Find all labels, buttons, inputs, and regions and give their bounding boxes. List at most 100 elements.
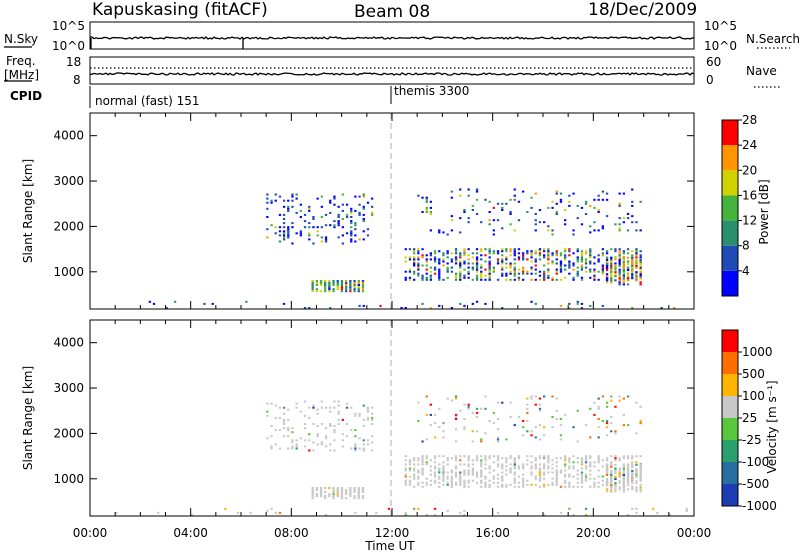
velocity-cell	[559, 434, 563, 437]
velocity-cell	[421, 455, 424, 458]
velocity-cell	[622, 484, 626, 487]
velocity-cell	[282, 420, 286, 423]
power-cell	[278, 230, 282, 233]
velocity-cell	[572, 475, 575, 478]
velocity-cell	[610, 395, 613, 398]
velocity-cell	[622, 463, 626, 466]
power-cell	[576, 256, 579, 259]
velocity-cell	[362, 425, 365, 427]
power-cell	[413, 264, 416, 267]
power-cell	[626, 248, 630, 251]
power-cell	[332, 290, 335, 293]
velocity-cell	[610, 480, 613, 483]
power-cell	[605, 267, 609, 269]
velocity-cell	[371, 406, 374, 409]
velocity-cell	[626, 481, 630, 484]
nsky-panel: N.Sky 10^5 10^0 10^5 10^0 N.Search	[4, 19, 800, 53]
power-cell	[496, 278, 500, 281]
velocity-cell	[526, 397, 529, 400]
power-ytick-label: 4000	[53, 129, 84, 143]
velocity-cell	[618, 482, 621, 485]
velocity-cell	[534, 463, 537, 466]
power-cell	[425, 198, 428, 201]
velocity-cell	[631, 488, 634, 491]
x-axis-label: Time UT	[364, 539, 415, 553]
power-cell	[593, 229, 596, 232]
power-cell	[337, 216, 340, 218]
power-cell	[496, 262, 500, 265]
power-cell	[366, 234, 370, 237]
power-cell	[488, 276, 491, 279]
velocity-cell	[492, 455, 496, 458]
velocity-cell	[266, 414, 269, 417]
velocity-cell	[576, 409, 579, 412]
velocity-cell	[354, 412, 357, 415]
power-frame	[89, 112, 695, 310]
velocity-cell	[605, 474, 609, 476]
velocity-cell	[329, 449, 332, 452]
velocity-cell	[450, 471, 454, 474]
power-cell	[371, 205, 374, 208]
power-cell	[547, 262, 550, 265]
power-cell	[308, 232, 311, 235]
velocity-cell	[584, 477, 588, 480]
power-cell	[639, 277, 642, 280]
power-cell	[463, 209, 466, 211]
velocity-cell	[639, 472, 642, 474]
velocity-cell	[438, 471, 441, 474]
power-cell	[631, 265, 634, 267]
freq-tick-low: 8	[73, 73, 81, 87]
power-cell	[589, 276, 592, 279]
power-cell	[429, 211, 433, 213]
power-cell	[421, 274, 424, 277]
velocity-cell	[324, 514, 328, 516]
velocity-frame	[89, 319, 695, 517]
power-cell	[610, 260, 613, 263]
velocity-cell	[610, 472, 613, 474]
power-cell	[513, 194, 516, 197]
power-cell	[349, 284, 352, 286]
power-cell	[534, 229, 537, 232]
power-cell	[438, 250, 441, 253]
velocity-cell	[526, 463, 529, 466]
velocity-cell	[559, 471, 563, 474]
velocity-cell	[564, 481, 567, 484]
power-cell	[429, 254, 433, 257]
velocity-cell	[538, 477, 542, 480]
velocity-cell	[413, 463, 416, 466]
velocity-cell	[433, 465, 437, 468]
velocity-cell	[463, 428, 466, 431]
velocity-cell	[605, 472, 609, 474]
velocity-cell	[543, 465, 546, 468]
power-cell	[564, 254, 567, 257]
velocity-cell	[438, 463, 441, 466]
velocity-cell	[597, 475, 600, 478]
power-cell	[601, 264, 605, 267]
power-cell	[484, 260, 487, 263]
power-cell	[333, 226, 336, 229]
velocity-cell	[509, 457, 512, 460]
power-cell	[350, 216, 353, 218]
velocity-cell	[597, 407, 600, 410]
velocity-cell	[534, 395, 537, 398]
velocity-cell	[605, 469, 609, 472]
power-cell	[635, 265, 638, 267]
velocity-cell	[522, 483, 525, 486]
power-cell	[459, 264, 462, 267]
velocity-cell	[526, 420, 529, 422]
power-cell	[278, 240, 282, 243]
power-cell	[622, 217, 626, 220]
power-cell	[572, 264, 575, 267]
power-cell	[635, 256, 638, 259]
power-colorbar-tick-label: 8	[742, 239, 750, 253]
power-cell	[517, 219, 521, 222]
power-cell	[459, 252, 462, 255]
power-cell	[530, 252, 533, 255]
velocity-cell	[530, 397, 533, 400]
power-cell	[618, 265, 621, 267]
velocity-cell	[555, 475, 558, 478]
velocity-cell	[480, 485, 483, 488]
power-cell	[597, 278, 600, 281]
velocity-cell	[291, 431, 294, 434]
power-cell	[509, 248, 512, 251]
